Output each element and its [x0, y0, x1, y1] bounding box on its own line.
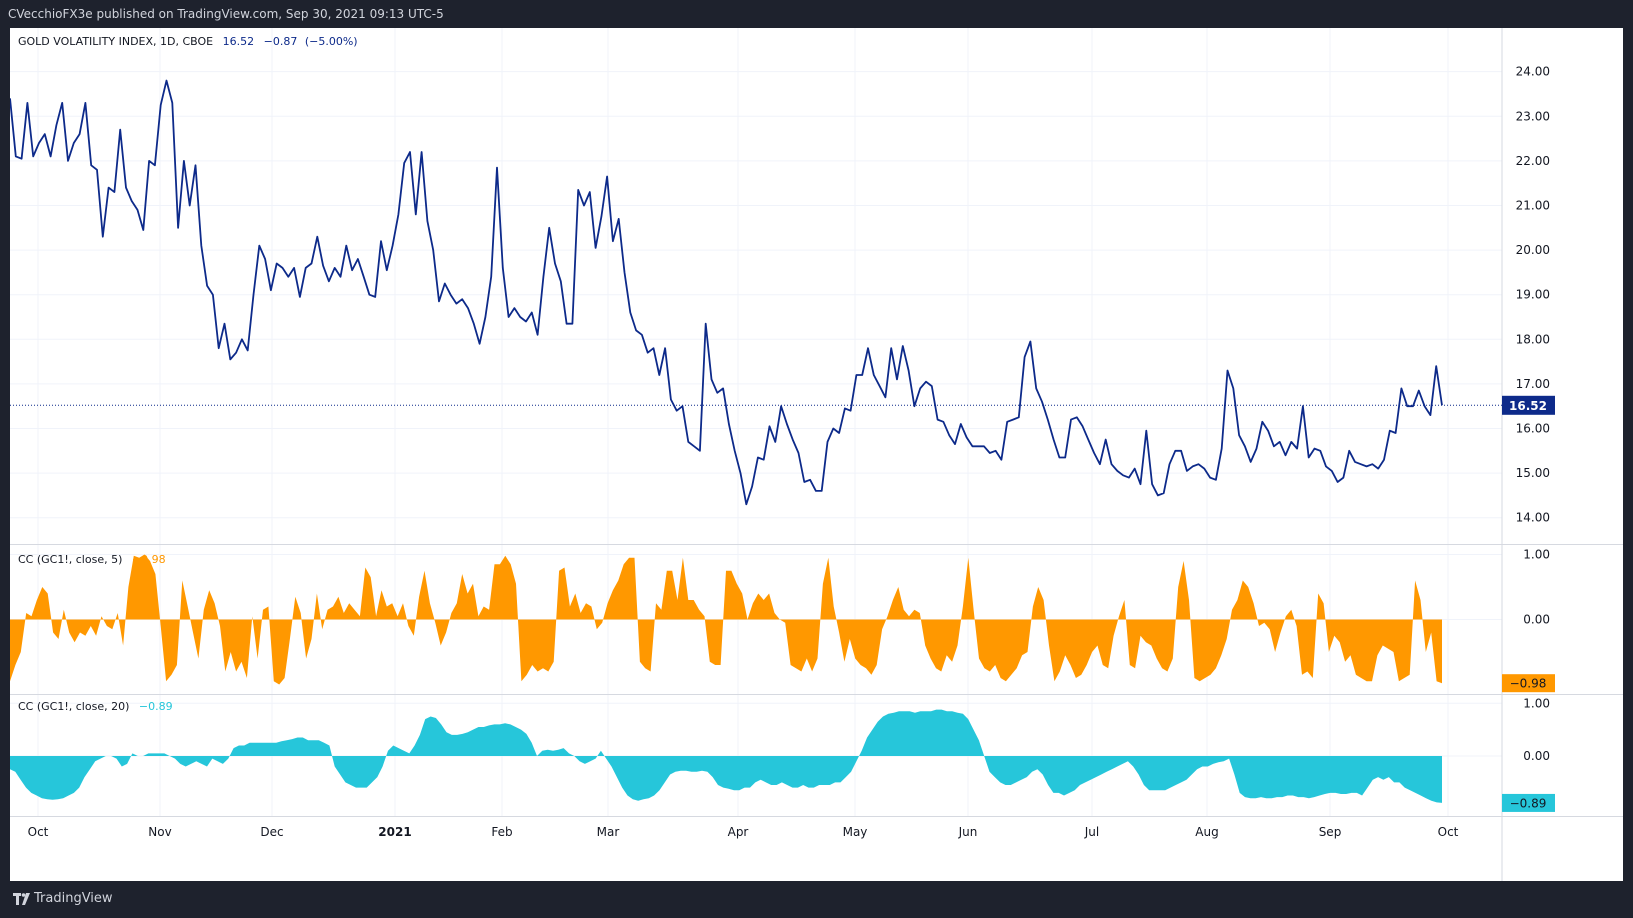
main-legend-change: −0.87 [264, 35, 298, 48]
x-tick-label: 2021 [378, 825, 411, 839]
main-legend-last: 16.52 [223, 35, 255, 48]
cc5-last-label: −0.98 [1510, 677, 1547, 691]
main-legend-title: GOLD VOLATILITY INDEX, 1D, CBOE [18, 35, 213, 48]
x-tick-label: Apr [728, 825, 749, 839]
x-tick-label: Aug [1195, 825, 1218, 839]
y-tick-label: 15.00 [1516, 466, 1550, 480]
chart-area[interactable]: 14.00 15.00 16.00 17.00 18.00 19.00 20.00 21.00… [9, 28, 1623, 881]
y-tick-label: 0.00 [1523, 613, 1550, 627]
cc20-legend: CC (GC1!, close, 20) −0.89 [18, 700, 173, 713]
y-tick-label: 19.00 [1516, 288, 1550, 302]
series-layer [9, 79, 1502, 803]
publish-header: CVecchioFX3e published on TradingView.co… [0, 0, 1633, 28]
price-last-badge: 16.52 [1502, 395, 1555, 415]
main-legend-change-pct: (−5.00%) [305, 35, 358, 48]
x-tick-label: Jun [958, 825, 978, 839]
y-tick-label: 16.00 [1516, 421, 1550, 435]
chart-svg[interactable]: 14.00 15.00 16.00 17.00 18.00 19.00 20.00 21.00… [9, 28, 1623, 881]
price-last-label: 16.52 [1509, 399, 1547, 413]
y-tick-label: 20.00 [1516, 243, 1550, 257]
price-axis[interactable]: 14.00 15.00 16.00 17.00 18.00 19.00 20.00 21.00… [1516, 65, 1550, 763]
y-tick-label: 1.00 [1523, 548, 1550, 562]
y-tick-label: 24.00 [1516, 65, 1550, 79]
cc20-legend-title: CC (GC1!, close, 20) [18, 700, 129, 713]
x-tick-label: Sep [1319, 825, 1342, 839]
footer-bar: TradingView [0, 881, 1633, 918]
y-tick-label: 23.00 [1516, 109, 1550, 123]
x-tick-label: Oct [1438, 825, 1459, 839]
x-tick-label: Feb [491, 825, 512, 839]
y-tick-label: 21.00 [1516, 198, 1550, 212]
x-tick-label: Mar [597, 825, 620, 839]
main-legend: GOLD VOLATILITY INDEX, 1D, CBOE 16.52 −0… [18, 35, 358, 48]
cc5-area [10, 554, 1442, 685]
cc5-legend-last: −0.98 [132, 553, 166, 566]
grid-lines [10, 28, 1502, 816]
x-tick-label: Nov [148, 825, 171, 839]
y-tick-label: 14.00 [1516, 511, 1550, 525]
cc5-legend: CC (GC1!, close, 5) −0.98 [18, 553, 166, 566]
x-tick-label: May [843, 825, 868, 839]
cc20-last-badge: −0.89 [1502, 793, 1555, 812]
cc5-last-badge: −0.98 [1502, 674, 1555, 693]
y-tick-label: 1.00 [1523, 696, 1550, 710]
price-series-line [9, 79, 1443, 506]
cc20-area [10, 709, 1442, 803]
y-tick-label: 22.00 [1516, 154, 1550, 168]
x-tick-label: Jul [1084, 825, 1099, 839]
x-tick-label: Oct [28, 825, 49, 839]
time-axis[interactable]: Oct Nov Dec 2021 Feb Mar Apr May Jun Jul Aug Sep Oct [28, 825, 1459, 839]
x-tick-label: Dec [260, 825, 283, 839]
publish-info: CVecchioFX3e published on TradingView.co… [8, 7, 444, 21]
tradingview-brand: TradingView [34, 891, 113, 906]
cc20-legend-last: −0.89 [139, 700, 173, 713]
y-tick-label: 0.00 [1523, 749, 1550, 763]
cc5-legend-title: CC (GC1!, close, 5) [18, 553, 122, 566]
cc20-last-label: −0.89 [1510, 796, 1547, 810]
y-tick-label: 18.00 [1516, 332, 1550, 346]
tradingview-logo-icon [13, 893, 30, 905]
y-tick-label: 17.00 [1516, 377, 1550, 391]
